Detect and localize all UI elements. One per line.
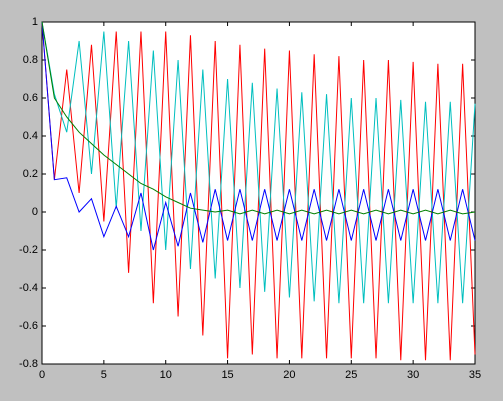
x-tick-label: 35 — [469, 369, 481, 381]
x-tick-label: 15 — [221, 369, 233, 381]
y-tick-label: -0.4 — [19, 282, 38, 294]
y-tick-label: -0.2 — [19, 244, 38, 256]
x-tick-label: 5 — [101, 369, 107, 381]
x-tick-label: 30 — [407, 369, 419, 381]
x-tick-label: 10 — [160, 369, 172, 381]
y-tick-label: 0.4 — [23, 130, 38, 142]
y-tick-label: -0.8 — [19, 358, 38, 370]
series-line — [41, 21, 476, 251]
y-tick-label: 0.6 — [23, 92, 38, 104]
x-tick-label: 25 — [345, 369, 357, 381]
x-tick-label: 20 — [283, 369, 295, 381]
series-line — [41, 21, 476, 304]
y-tick-label: 0 — [32, 206, 38, 218]
x-tick-label: 0 — [39, 369, 45, 381]
y-tick-label: 0.2 — [23, 168, 38, 180]
y-tick-label: -0.6 — [19, 320, 38, 332]
series-line — [41, 21, 476, 215]
y-tick-label: 0.8 — [23, 54, 38, 66]
y-tick-label: 1 — [32, 16, 38, 28]
series-line — [41, 21, 476, 361]
